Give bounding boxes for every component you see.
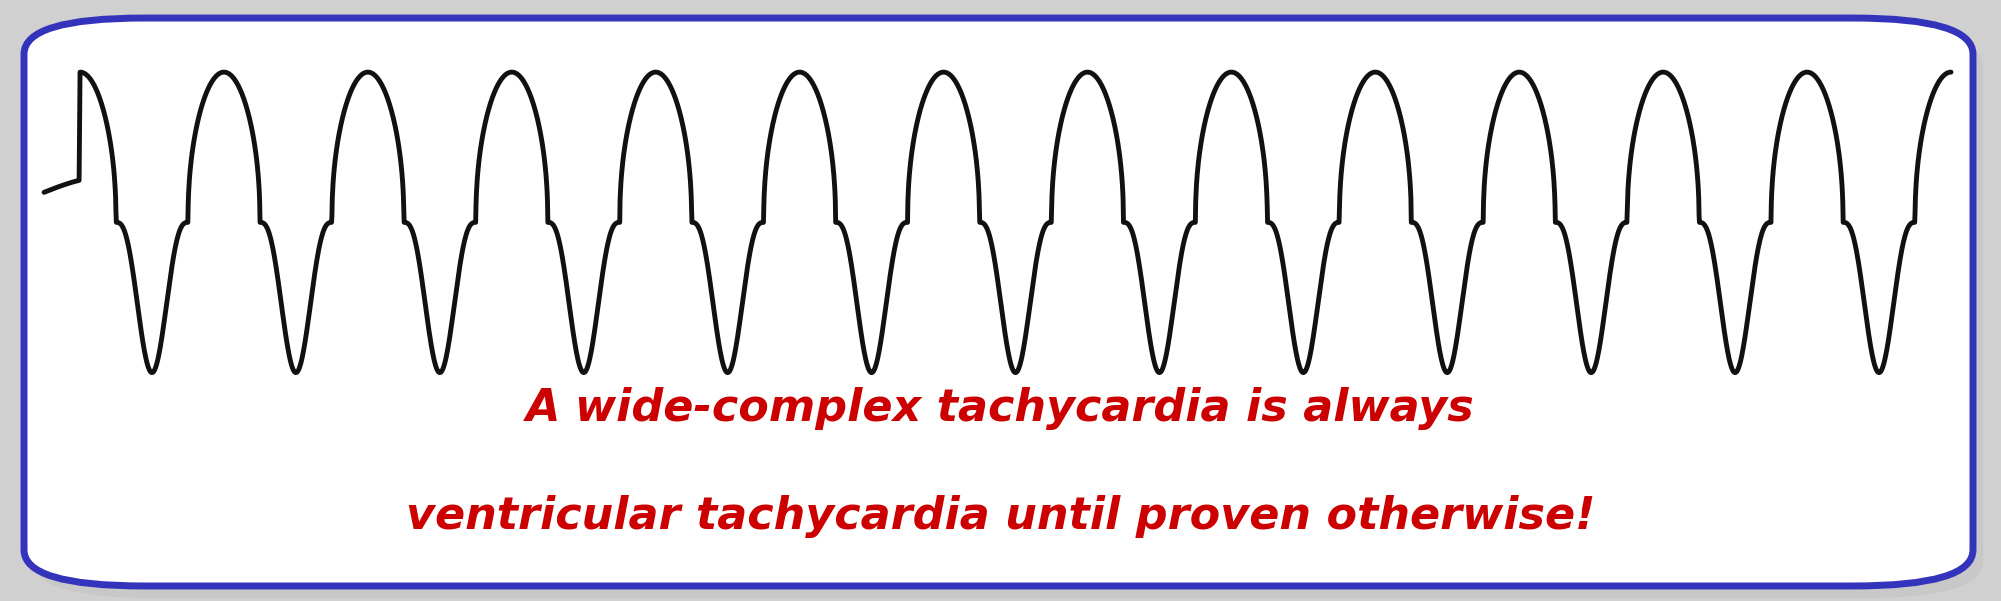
FancyBboxPatch shape — [24, 18, 1973, 586]
Text: ventricular tachycardia until proven otherwise!: ventricular tachycardia until proven oth… — [406, 495, 1595, 538]
Text: A wide-complex tachycardia is always: A wide-complex tachycardia is always — [526, 387, 1475, 430]
FancyBboxPatch shape — [34, 30, 1983, 598]
